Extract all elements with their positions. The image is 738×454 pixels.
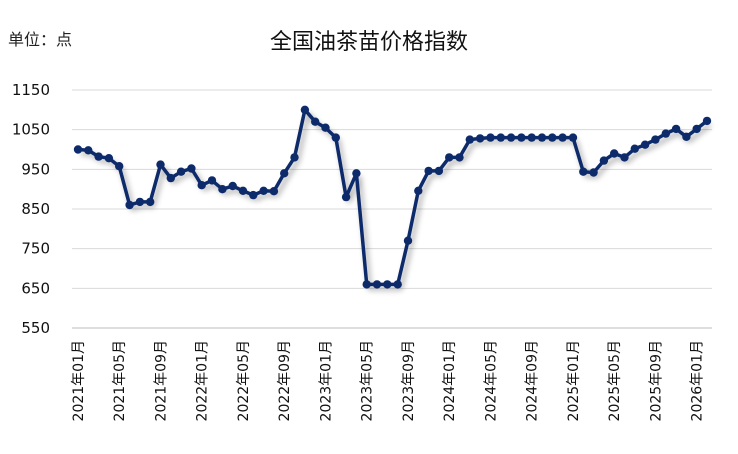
x-tick-label: 2023年01月 <box>318 340 334 421</box>
data-point <box>599 156 609 165</box>
data-point <box>84 146 93 155</box>
data-point <box>610 149 619 158</box>
data-point <box>383 280 392 289</box>
data-point <box>589 168 598 177</box>
y-tick-label: 650 <box>21 279 50 297</box>
x-tick-label: 2024年01月 <box>442 340 458 421</box>
y-tick-label: 950 <box>21 160 50 178</box>
series-line <box>77 108 709 287</box>
data-point <box>630 144 639 153</box>
x-tick-label: 2024年05月 <box>483 340 499 421</box>
data-point <box>568 133 578 142</box>
data-point <box>661 129 670 138</box>
data-point <box>238 186 248 195</box>
x-tick-label: 2024年09月 <box>525 340 541 421</box>
data-point <box>702 116 712 126</box>
data-point <box>341 192 351 202</box>
data-point <box>579 167 588 176</box>
data-point <box>115 162 124 171</box>
data-point <box>197 181 206 190</box>
data-point <box>692 124 701 134</box>
data-point <box>352 169 361 178</box>
data-point <box>548 133 557 142</box>
data-point <box>671 124 681 134</box>
data-point <box>537 133 547 142</box>
x-tick-label: 2025年05月 <box>607 340 623 421</box>
data-point <box>558 133 567 142</box>
data-point <box>249 190 258 200</box>
x-axis: 2021年01月 2021年05月 2021年09月 2022年01月 2022年05月… <box>71 340 706 421</box>
x-tick-label: 2021年01月 <box>71 340 87 421</box>
data-point <box>156 160 165 169</box>
data-point <box>424 166 433 176</box>
data-point <box>228 181 237 191</box>
data-point <box>486 133 495 142</box>
x-tick-label: 2021年05月 <box>112 340 128 421</box>
data-point <box>393 280 402 289</box>
y-tick-label: 850 <box>21 200 50 218</box>
data-point <box>125 200 134 210</box>
data-point <box>403 236 413 245</box>
data-point <box>218 185 227 194</box>
data-point <box>280 169 289 178</box>
x-tick-label: 2022年01月 <box>195 340 211 421</box>
data-point <box>104 154 114 163</box>
data-point <box>620 153 629 162</box>
x-tick-label: 2023年05月 <box>360 340 376 421</box>
data-point <box>362 280 371 289</box>
x-tick-label: 2022年09月 <box>277 340 293 421</box>
data-point <box>517 133 526 142</box>
data-point <box>176 167 186 176</box>
x-tick-label: 2025年01月 <box>566 340 582 421</box>
data-point <box>135 197 145 207</box>
data-point <box>146 197 155 207</box>
data-point <box>506 133 516 142</box>
data-point <box>187 164 196 173</box>
y-axis: 1150 1050 950 850 750 650 550 <box>12 81 50 337</box>
data-point <box>73 145 83 154</box>
data-point <box>651 135 660 144</box>
data-point <box>372 280 382 289</box>
x-tick-label: 2023年09月 <box>401 340 417 421</box>
x-tick-label: 2021年09月 <box>153 340 169 421</box>
chart-title: 全国油茶苗价格指数 <box>269 30 468 55</box>
x-tick-label: 2022年05月 <box>236 340 252 421</box>
data-point <box>331 133 340 142</box>
data-point <box>455 153 464 162</box>
gridlines <box>72 89 712 329</box>
y-tick-label: 1050 <box>12 121 50 139</box>
data-point <box>94 152 103 161</box>
data-point <box>321 123 330 132</box>
data-point <box>414 186 423 195</box>
data-point <box>300 105 310 115</box>
data-point <box>496 133 505 142</box>
data-point <box>166 173 175 183</box>
data-point <box>290 153 299 162</box>
data-point <box>445 153 454 162</box>
data-point <box>465 135 474 144</box>
data-point <box>269 187 279 196</box>
series-layer <box>73 105 712 289</box>
x-tick-label: 2026年01月 <box>690 340 706 421</box>
y-tick-label: 750 <box>21 240 50 258</box>
unit-label: 单位：点 <box>8 30 73 49</box>
data-point <box>527 133 536 142</box>
data-point <box>311 117 320 126</box>
data-point <box>207 176 217 185</box>
data-point <box>475 134 485 143</box>
data-point <box>640 140 650 149</box>
data-point <box>259 186 268 195</box>
data-point <box>682 132 691 141</box>
x-tick-label: 2025年09月 <box>648 340 664 421</box>
data-point <box>434 166 444 176</box>
y-tick-label: 550 <box>21 319 50 337</box>
y-tick-label: 1150 <box>12 81 50 99</box>
